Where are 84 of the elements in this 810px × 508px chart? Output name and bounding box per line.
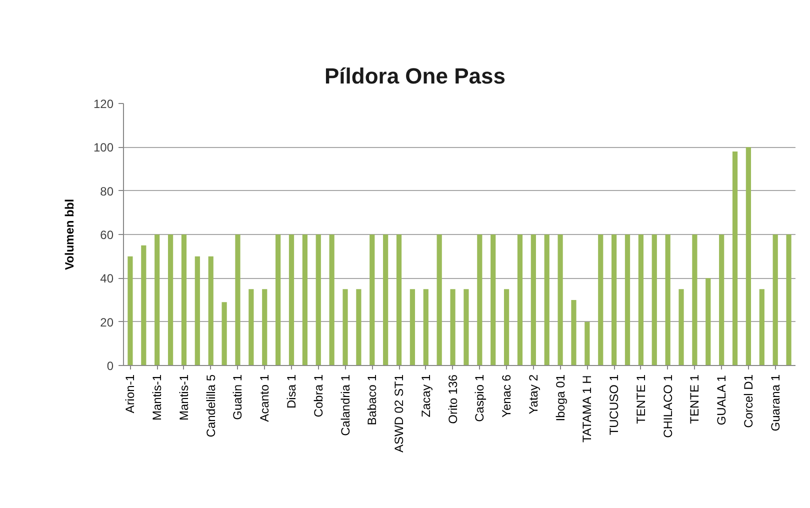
y-tick-label: 120 bbox=[93, 97, 114, 111]
y-tick-label: 0 bbox=[106, 359, 114, 373]
bar bbox=[746, 147, 752, 366]
bar bbox=[477, 234, 482, 366]
bar bbox=[154, 234, 160, 366]
x-tick-label: Disa 1 bbox=[284, 374, 298, 409]
bar bbox=[544, 234, 550, 366]
bar bbox=[316, 234, 321, 366]
bar bbox=[678, 289, 684, 366]
y-tick-label: 40 bbox=[100, 272, 114, 286]
bar bbox=[584, 322, 590, 366]
bar bbox=[235, 234, 240, 366]
x-tick-label: Guarana 1 bbox=[768, 374, 782, 432]
x-tick-label: TENTE 1 bbox=[688, 374, 702, 424]
bar bbox=[222, 302, 227, 366]
bar bbox=[370, 234, 375, 366]
x-tick-label: TUCUSO 1 bbox=[607, 374, 622, 436]
x-tick-label: Calandria 1 bbox=[338, 374, 352, 436]
x-tick-label: Guatin 1 bbox=[230, 374, 245, 420]
x-tick-label: Arion-1 bbox=[123, 374, 138, 414]
bar bbox=[719, 234, 724, 366]
bar bbox=[571, 300, 576, 366]
bar bbox=[450, 289, 456, 366]
x-tick-label: TATAMA 1 H bbox=[580, 375, 594, 443]
x-tick-label: Babaco 1 bbox=[365, 374, 380, 426]
bar bbox=[329, 234, 334, 366]
x-tick-label: Iboga 01 bbox=[553, 374, 568, 422]
bar bbox=[706, 278, 711, 366]
x-tick-label: Mantis-1 bbox=[176, 374, 191, 421]
x-tick-label: Yenac 6 bbox=[500, 374, 514, 418]
bar bbox=[652, 234, 657, 366]
x-tick-label: TENTE 1 bbox=[634, 374, 648, 424]
bar bbox=[530, 234, 536, 366]
bar bbox=[248, 289, 254, 366]
bar bbox=[464, 289, 469, 366]
bar bbox=[410, 289, 416, 366]
x-tick-label: Acanto 1 bbox=[258, 374, 272, 422]
bar bbox=[772, 234, 778, 366]
x-tick-label: ASWD 02 ST1 bbox=[392, 374, 406, 453]
y-axis-title: Volumen bbl bbox=[62, 198, 76, 270]
x-tick-label: GUALA 1 bbox=[714, 374, 729, 426]
x-tick-label: Yatay 2 bbox=[526, 374, 540, 414]
bar bbox=[638, 234, 644, 366]
bar bbox=[168, 234, 174, 366]
bar bbox=[598, 234, 604, 366]
bar bbox=[141, 245, 146, 366]
y-tick-label: 20 bbox=[100, 315, 114, 330]
x-tick-label: Candelilla 5 bbox=[204, 374, 218, 438]
bar bbox=[759, 289, 764, 366]
bar bbox=[356, 289, 362, 366]
bar bbox=[436, 234, 442, 366]
bar bbox=[262, 289, 268, 366]
bar bbox=[490, 234, 496, 366]
bar bbox=[194, 256, 200, 366]
y-tick-label: 100 bbox=[93, 140, 114, 155]
bar bbox=[692, 234, 698, 366]
y-tick-label: 80 bbox=[100, 184, 114, 198]
bar bbox=[181, 234, 187, 366]
bar bbox=[558, 234, 563, 366]
x-tick-label: Orito 136 bbox=[446, 374, 460, 424]
x-tick-label: Zacay 1 bbox=[418, 374, 433, 418]
bar bbox=[288, 234, 294, 366]
bar bbox=[517, 234, 523, 366]
x-tick-label: Cobra 1 bbox=[311, 374, 326, 418]
bar bbox=[732, 152, 738, 366]
bar bbox=[396, 234, 402, 366]
bar bbox=[504, 289, 510, 366]
bar bbox=[208, 256, 214, 366]
bar bbox=[612, 234, 617, 366]
chart-title: Píldora One Pass bbox=[324, 64, 506, 88]
x-tick-label: Caspio 1 bbox=[472, 374, 487, 422]
x-tick-label: Mantis-1 bbox=[150, 374, 164, 421]
bar bbox=[665, 234, 670, 366]
x-tick-label: CHILACO 1 bbox=[660, 374, 675, 438]
bar bbox=[423, 289, 428, 366]
bar bbox=[342, 289, 348, 366]
bar bbox=[276, 234, 281, 366]
bar bbox=[128, 256, 133, 366]
y-tick-label: 60 bbox=[100, 228, 114, 242]
x-tick-label: Corcel D1 bbox=[741, 374, 756, 428]
bar bbox=[786, 234, 792, 366]
bar bbox=[302, 234, 308, 366]
bar bbox=[624, 234, 630, 366]
bar bbox=[383, 234, 388, 366]
